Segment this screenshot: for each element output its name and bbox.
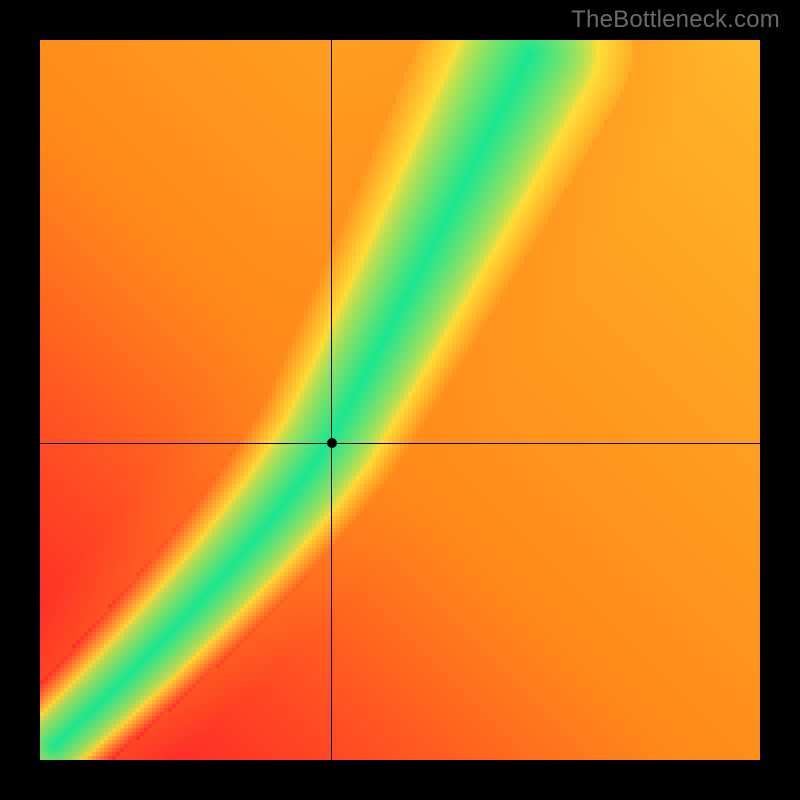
heatmap-canvas xyxy=(40,40,760,760)
watermark-label: TheBottleneck.com xyxy=(571,6,780,34)
marker-point xyxy=(327,438,337,448)
plot-area xyxy=(40,40,760,760)
chart-container: TheBottleneck.com xyxy=(0,0,800,800)
crosshair-vertical xyxy=(331,40,332,760)
crosshair-horizontal xyxy=(40,443,760,444)
